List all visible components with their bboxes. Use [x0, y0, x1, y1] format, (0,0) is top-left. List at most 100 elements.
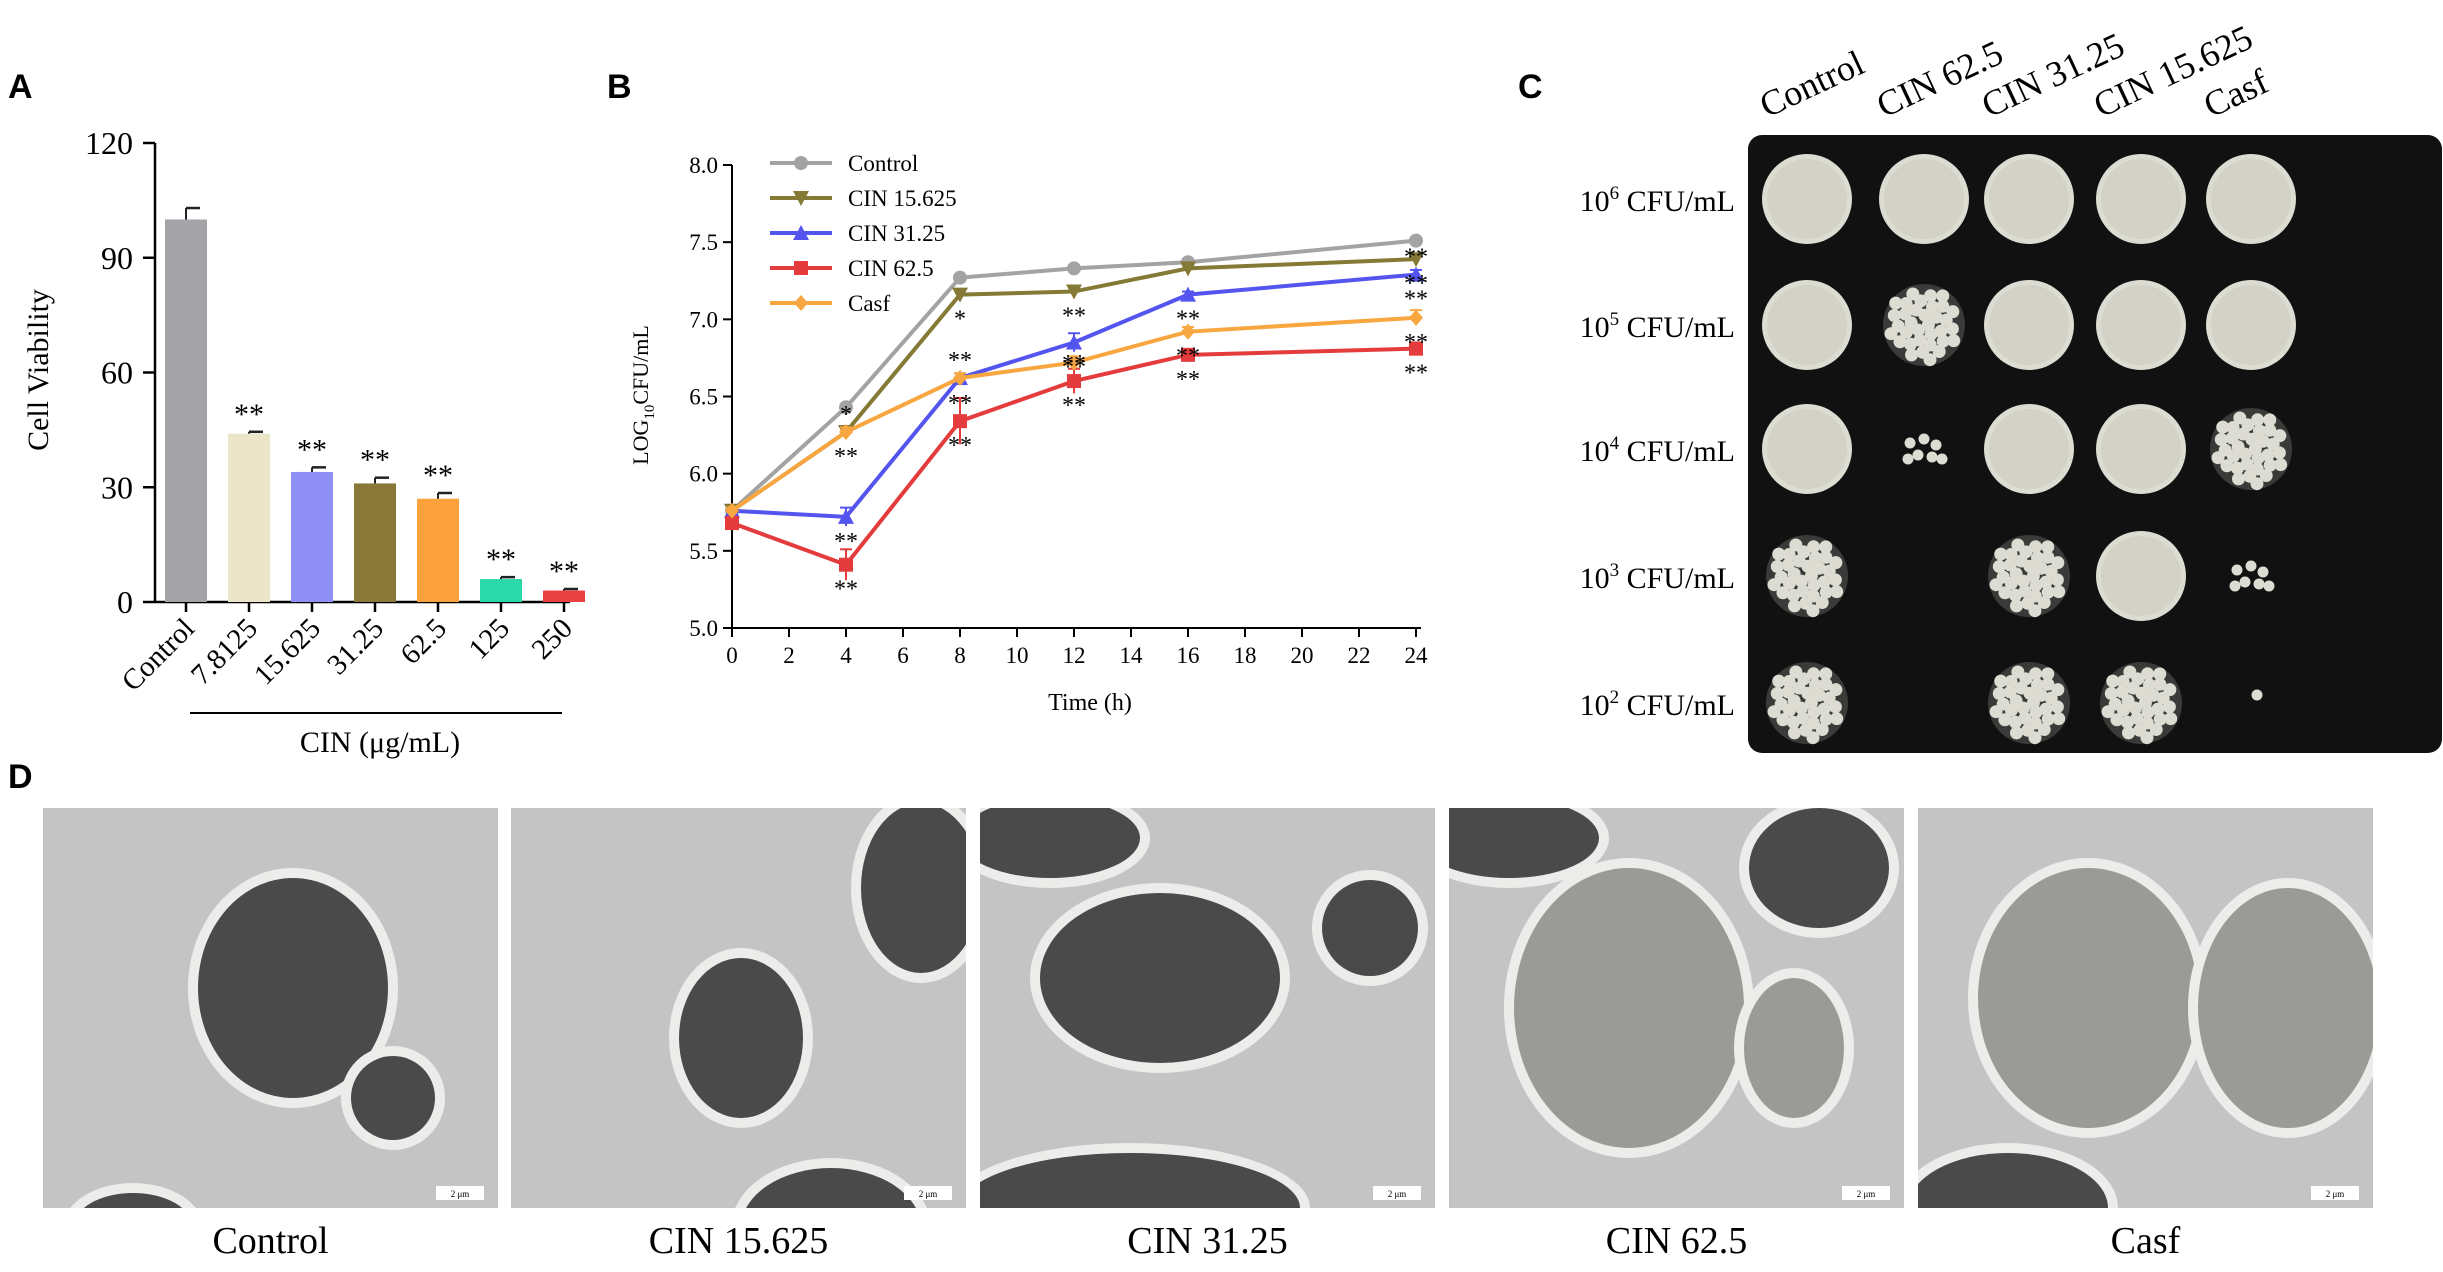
colony	[2140, 731, 2154, 745]
significance-label: **	[1176, 367, 1200, 393]
colony	[1788, 726, 1802, 740]
spot-inner	[2101, 285, 2181, 365]
cell-body	[746, 1168, 916, 1208]
cell-body	[1514, 868, 1744, 1148]
colony	[1947, 334, 1961, 348]
significance-label: **	[834, 444, 858, 470]
line-chart-significance: **** ******** ******************** ******	[834, 245, 1428, 603]
cell-body	[1040, 893, 1280, 1063]
colony	[2039, 702, 2053, 716]
colony	[1923, 353, 1937, 367]
colony	[2050, 700, 2064, 714]
significance-label: **	[1062, 393, 1086, 419]
line-chart-axes: 5.05.56.06.57.07.58.00 2 4 6 8 10 12 14 16 18 20 22…	[689, 153, 1428, 668]
colony	[2041, 712, 2055, 726]
colony	[1889, 296, 1903, 310]
colony	[1808, 551, 1822, 565]
colony	[1781, 558, 1795, 572]
spot-inner	[1767, 409, 1847, 489]
spot-inner	[1767, 159, 1847, 239]
colony	[1998, 586, 2012, 600]
cell-body	[198, 878, 388, 1098]
colony	[2041, 540, 2055, 554]
y-tick-label: 60	[101, 355, 133, 391]
row-header: 105 CFU/mL	[1580, 309, 1735, 344]
colony	[2142, 678, 2156, 692]
scale-bar	[1373, 1186, 1421, 1200]
colony	[2153, 667, 2167, 681]
bar-250	[543, 590, 585, 602]
tem-image-5: 2 μm	[1918, 808, 2373, 1208]
colony	[1912, 449, 1924, 461]
colony	[2104, 687, 2118, 701]
scale-bar-label: 2 μm	[1857, 1189, 1876, 1199]
line-chart-legend: Control CIN 15.625 CIN 31.25 CIN 62.5 Casf	[770, 151, 957, 316]
data-point	[1067, 374, 1081, 389]
x-tick-label: 10	[1006, 643, 1029, 668]
colony	[2034, 561, 2048, 575]
colony	[1808, 678, 1822, 692]
colony	[1829, 683, 1843, 697]
colony	[1788, 599, 1802, 613]
colony	[2162, 700, 2176, 714]
cell-body	[1449, 808, 1599, 878]
significance-label: **	[1062, 354, 1086, 380]
row-header: 106 CFU/mL	[1580, 183, 1735, 218]
y-tick-label: 8.0	[689, 153, 718, 178]
scale-bar-label: 2 μm	[451, 1189, 470, 1199]
colony	[1786, 715, 1800, 729]
tem-caption: CIN 62.5	[1606, 1220, 1747, 1262]
colony	[2029, 667, 2043, 681]
colony	[1815, 596, 1829, 610]
x-tick-label: Control	[116, 612, 201, 697]
colony	[1807, 705, 1821, 719]
series-line	[731, 346, 1417, 568]
data-point	[1409, 309, 1423, 326]
colony	[2029, 578, 2043, 592]
colony	[2146, 688, 2160, 702]
data-point	[839, 423, 853, 440]
panel-label-b: B	[607, 68, 632, 106]
colony	[2251, 413, 2265, 427]
colony	[2273, 429, 2287, 443]
colony	[1945, 322, 1959, 336]
colony	[2008, 588, 2022, 602]
colony	[2052, 585, 2066, 599]
colony	[1817, 575, 1831, 589]
colony	[2211, 451, 2225, 465]
significance-label: **	[549, 555, 579, 588]
colony	[1930, 439, 1942, 451]
colony	[2151, 702, 2165, 716]
bar-chart-bars	[165, 206, 585, 602]
colony	[2029, 705, 2043, 719]
panel-label-a: A	[8, 68, 33, 106]
significance-label: **	[1176, 307, 1200, 333]
colony	[2214, 433, 2228, 447]
colony	[1776, 713, 1790, 727]
colony	[2115, 685, 2129, 699]
data-point	[1181, 347, 1195, 362]
bar-chart-labels: 0 30 60 90 120 Control ** 7.8125 ** 15.625 ** 31.25…	[85, 125, 579, 698]
colony	[2010, 726, 2024, 740]
scale-bar	[904, 1186, 952, 1200]
colony	[2251, 689, 2263, 701]
legend-entry: CIN 62.5	[848, 256, 934, 281]
colony	[2029, 540, 2043, 554]
x-tick-label: 22	[1348, 643, 1371, 668]
colony	[2101, 705, 2115, 719]
colony	[1786, 588, 1800, 602]
colony	[2225, 431, 2239, 445]
significance-label: **	[834, 529, 858, 555]
legend-marker	[793, 225, 809, 240]
tem-image-2: 2 μm	[511, 808, 966, 1208]
colony	[2030, 551, 2044, 565]
y-axis-label: LOG10CFU/mL	[628, 325, 658, 465]
significance-label: **	[1176, 344, 1200, 370]
colony	[1898, 307, 1912, 321]
colony	[2004, 675, 2018, 689]
colony	[1936, 299, 1950, 313]
colony	[1903, 337, 1917, 351]
x-tick-label: 8	[954, 643, 966, 668]
x-tick-label: 20	[1291, 643, 1314, 668]
